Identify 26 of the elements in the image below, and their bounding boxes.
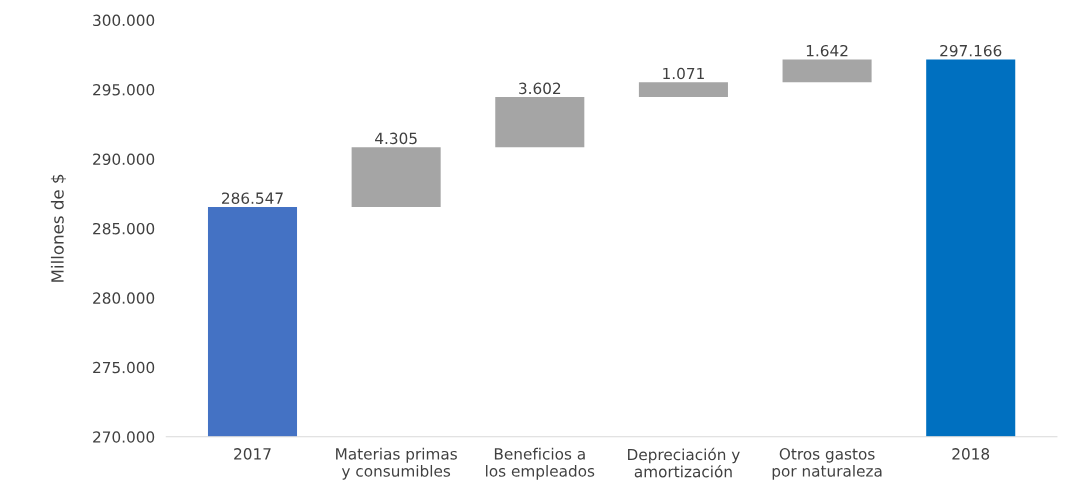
bar [495, 97, 585, 148]
data-label: 297.166 [940, 44, 1002, 57]
bar [207, 206, 298, 437]
y-tick-label: 290.000 [93, 153, 155, 165]
y-tick-label: 285.000 [93, 222, 155, 235]
data-label: 1.642 [806, 44, 848, 57]
bar [351, 147, 441, 207]
data-label: 286.547 [222, 192, 283, 204]
x-tick-label: Otros gastos por naturaleza [772, 448, 882, 480]
y-axis-title: Millones de $ [50, 174, 67, 282]
x-tick-label: 2017 [234, 448, 271, 460]
y-tick-label: 295.000 [93, 83, 155, 96]
bar [782, 59, 872, 83]
data-label: 4.305 [375, 132, 417, 145]
data-label: 1.071 [663, 67, 704, 80]
y-tick-label: 270.000 [93, 431, 155, 443]
x-tick-label: Materias primas y consumibles [336, 447, 457, 480]
x-tick-label: 2018 [952, 448, 990, 460]
y-tick-label: 300.000 [93, 14, 155, 27]
bar [638, 82, 728, 98]
data-label: 3.602 [519, 82, 561, 95]
y-tick-label: 280.000 [93, 292, 155, 304]
y-tick-label: 275.000 [93, 361, 155, 374]
x-tick-label: Beneficios a los empleados [486, 447, 595, 480]
bar [926, 59, 1016, 437]
x-tick-label: Depreciación y amortización [628, 447, 740, 478]
